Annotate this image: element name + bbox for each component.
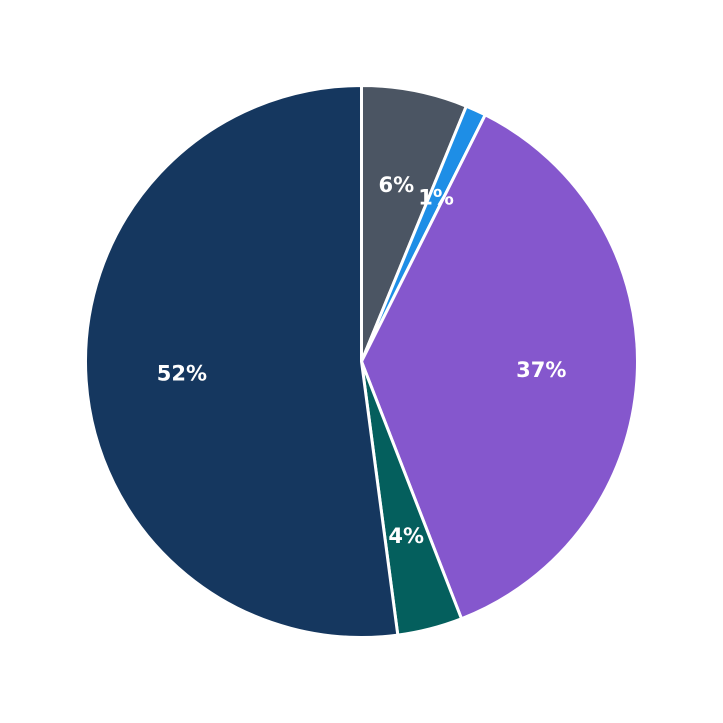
pie-slice-label-0: 6% (379, 173, 415, 197)
pie-slice-label-2: 37% (516, 358, 566, 382)
pie-slices (84, 84, 639, 639)
pie-slice-label-3: 4% (388, 524, 424, 548)
pie-slice-label-4: 52% (157, 361, 207, 385)
pie-slice-4 (84, 84, 400, 639)
pie-labels: 6%1% 37% 4% 52% (157, 173, 567, 548)
pie-slice-label-1: 1% (418, 186, 454, 210)
pie-slice-2 (360, 113, 639, 621)
